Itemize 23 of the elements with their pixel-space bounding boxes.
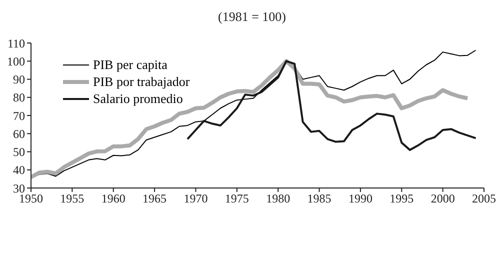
x-tick-label: 1960 [101,192,126,206]
x-tick-label: 1980 [266,192,290,206]
y-tick-label: 100 [7,54,25,68]
y-tick-label: 90 [13,72,25,87]
legend-label: Salario promedio [93,90,183,107]
x-tick-label: 1990 [348,192,372,206]
x-tick-label: 1965 [142,192,167,206]
x-tick-label: 1995 [390,192,414,206]
y-tick-label: 50 [13,145,25,160]
legend-label: PIB por trabajador [93,73,190,90]
x-tick-label: 1975 [224,192,249,206]
chart-title: (1981 = 100) [217,8,287,26]
x-tick-label: 2005 [472,192,496,206]
y-tick-label: 110 [7,36,25,50]
y-tick-label: 80 [13,90,25,105]
legend-label: PIB per capita [93,56,168,73]
y-tick-label: 40 [13,163,25,178]
x-tick-label: 1985 [307,192,332,206]
y-tick-label: 70 [13,108,25,123]
x-tick-label: 1955 [60,192,84,206]
x-tick-label: 1970 [184,192,208,206]
x-tick-label: 2000 [430,192,455,206]
y-tick-label: 60 [13,126,25,141]
